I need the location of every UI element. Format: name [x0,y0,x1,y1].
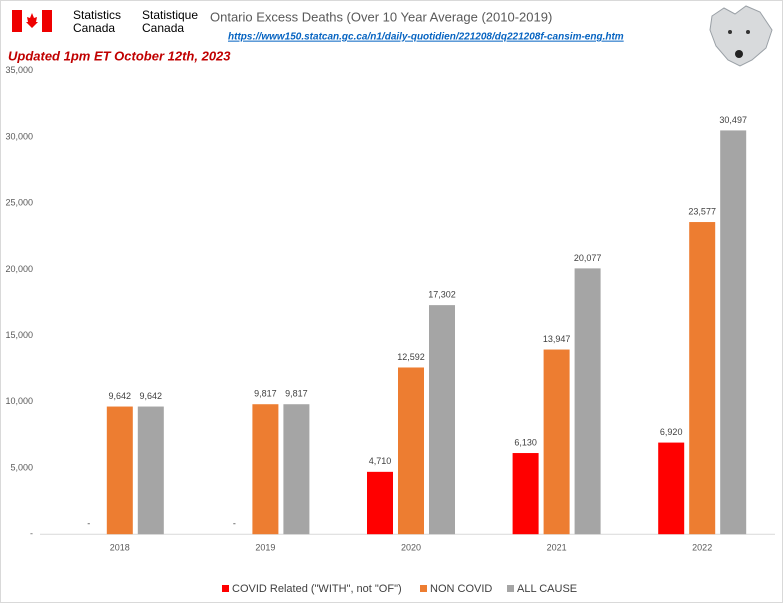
bar [512,453,539,535]
x-tick-label: 2022 [692,543,712,553]
x-tick-label: 2018 [110,543,130,553]
x-tick-label: 2020 [401,543,421,553]
bar [689,222,716,535]
bar [137,406,164,535]
y-tick-label: - [30,529,33,539]
agency-fr: Statistique [142,8,198,22]
bar [543,349,570,535]
value-label: 17,302 [428,289,456,299]
y-tick-label: 35,000 [5,65,33,75]
y-tick-label: 20,000 [5,264,33,274]
agency-fr: Canada [142,21,184,35]
y-tick-label: 10,000 [5,396,33,406]
value-label: 9,642 [109,391,132,401]
x-tick-label: 2019 [255,543,275,553]
y-tick-label: 25,000 [5,198,33,208]
bar [252,404,279,535]
value-label: 9,642 [140,391,163,401]
value-label: 20,077 [574,253,602,263]
bar [367,471,393,535]
legend-label: COVID Related ("WITH", not "OF") [232,583,402,595]
y-tick-label: 5,000 [10,462,33,472]
value-label: - [87,519,90,529]
x-tick-label: 2021 [547,543,567,553]
value-label: - [233,519,236,529]
value-label: 6,130 [514,437,537,447]
agency-en: Canada [73,21,115,35]
value-label: 12,592 [397,352,425,362]
bar [658,442,685,535]
update-note: Updated 1pm ET October 12th, 2023 [8,48,231,63]
value-label: 9,817 [254,389,277,399]
value-label: 6,920 [660,427,683,437]
value-label: 13,947 [543,334,571,344]
agency-en: Statistics [73,8,121,22]
bar [429,305,455,535]
wolf-logo [709,5,773,67]
bar [720,130,747,535]
legend-swatch [507,585,514,592]
canada-flag [12,10,52,32]
y-tick-label: 15,000 [5,330,33,340]
value-label: 30,497 [719,115,747,125]
value-label: 4,710 [369,456,392,466]
bar [283,404,310,535]
chart-title: Ontario Excess Deaths (Over 10 Year Aver… [210,9,552,24]
value-label: 23,577 [688,206,716,216]
legend-label: ALL CAUSE [517,583,577,595]
y-tick-label: 30,000 [5,131,33,141]
legend-swatch [222,585,229,592]
bar [106,406,133,535]
source-link[interactable]: https://www150.statcan.gc.ca/n1/daily-qu… [228,32,624,43]
legend-swatch [420,585,427,592]
bar [574,268,601,535]
bar [398,367,424,535]
legend-label: NON COVID [430,583,492,595]
value-label: 9,817 [285,389,308,399]
